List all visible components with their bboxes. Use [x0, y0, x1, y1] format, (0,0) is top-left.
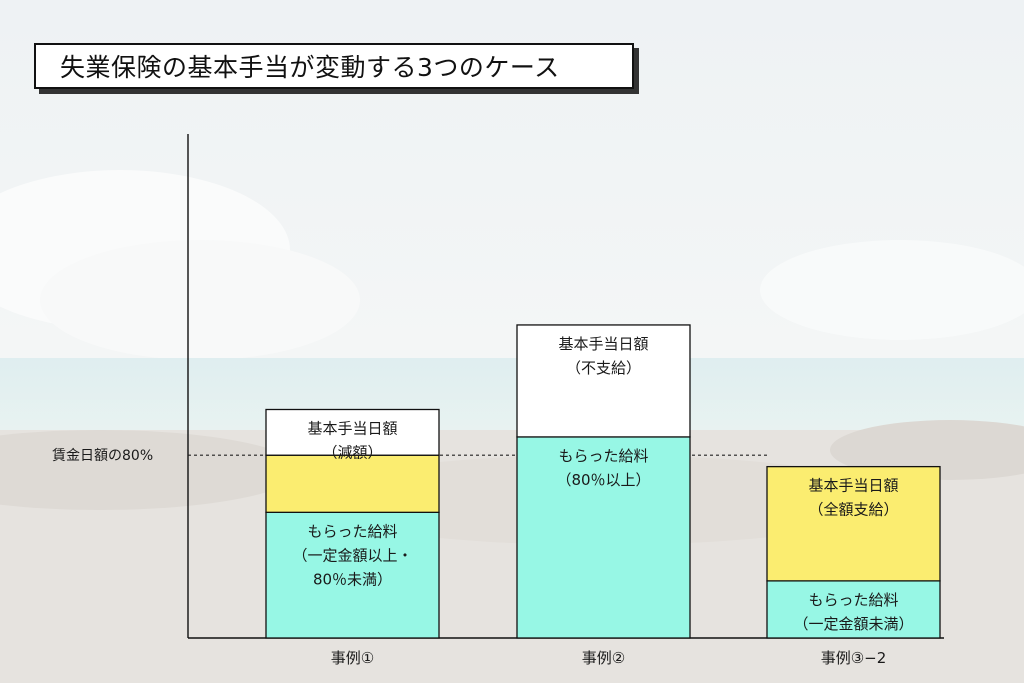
- segment-label: 基本手当日額: [558, 335, 648, 353]
- segment-label: 基本手当日額: [808, 477, 898, 495]
- segment-label: （80％以上）: [556, 471, 650, 489]
- x-tick-label: 事例③−2: [821, 649, 887, 667]
- bar-segment: [265, 511, 440, 639]
- bar-segment: [516, 324, 691, 438]
- segment-label: （全額支給）: [808, 501, 898, 519]
- x-tick-label: 事例②: [582, 649, 625, 667]
- segment-label: もらった給料: [307, 522, 397, 540]
- threshold-label: 賃金日額の80%: [52, 448, 153, 464]
- segment-label: （不支給）: [566, 359, 641, 377]
- bar-segment: [265, 408, 440, 456]
- segment-label: （一定金額未満）: [793, 615, 913, 633]
- segment-label: もらった給料: [808, 591, 898, 609]
- x-tick-label: 事例①: [331, 649, 374, 667]
- segment-label: 基本手当日額: [307, 420, 397, 438]
- bar-segment: [265, 454, 440, 513]
- bar-segment: [516, 436, 691, 639]
- segment-label: もらった給料: [558, 447, 648, 465]
- chart-title: 失業保険の基本手当が変動する3つのケース: [34, 43, 634, 89]
- segment-label: 80％未満）: [313, 570, 392, 588]
- segment-label: （一定金額以上・: [292, 546, 412, 564]
- bar-segment: [766, 465, 941, 582]
- segment-label: （減額）: [322, 444, 382, 462]
